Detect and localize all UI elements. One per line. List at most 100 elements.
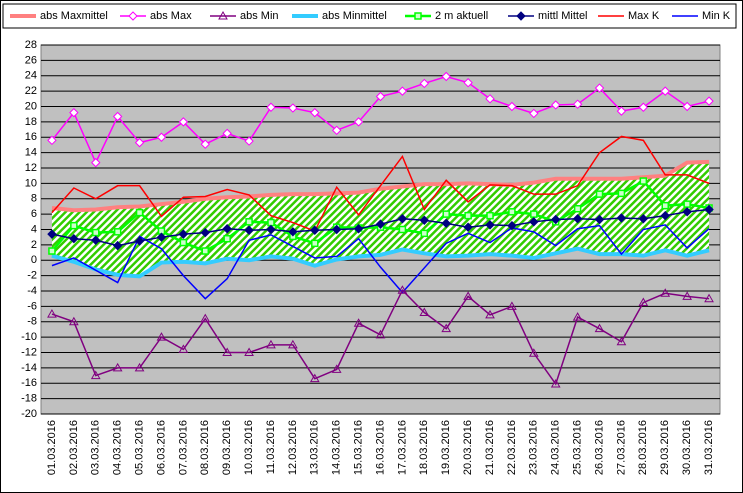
marker [311, 239, 319, 248]
marker [135, 208, 144, 217]
marker [397, 214, 408, 224]
marker [397, 86, 408, 96]
x-tick-label: 31.03.2016 [703, 420, 715, 475]
marker [200, 227, 210, 238]
marker [69, 234, 79, 244]
y-tick-label: 20 [25, 100, 37, 112]
marker [638, 297, 649, 307]
marker [704, 204, 714, 215]
y-tick-label: 28 [25, 39, 37, 51]
marker [572, 99, 583, 109]
marker [353, 224, 364, 234]
marker [660, 288, 671, 297]
marker [617, 189, 626, 198]
marker [464, 211, 472, 220]
marker [551, 100, 561, 110]
y-tick-label: 26 [25, 54, 37, 66]
legend-label: Max K [628, 10, 660, 22]
legend-label: abs Max [150, 10, 192, 22]
marker [288, 227, 298, 237]
marker [616, 336, 627, 346]
marker [507, 301, 517, 310]
y-tick-label: 0 [31, 254, 37, 266]
legend-label: 2 m aktuell [435, 10, 488, 22]
x-tick-label: 25.03.2016 [572, 420, 584, 475]
marker [507, 101, 517, 112]
marker [397, 285, 408, 294]
y-tick-label: -16 [21, 377, 37, 389]
y-tick-label: 16 [25, 131, 37, 143]
y-tick-label: -6 [27, 300, 37, 312]
marker [244, 347, 254, 356]
marker [508, 208, 516, 216]
y-tick-label: -10 [21, 331, 37, 343]
y-tick-label: -2 [27, 270, 37, 282]
marker [704, 96, 714, 106]
marker [442, 210, 450, 218]
marker [419, 307, 430, 317]
marker [222, 347, 233, 356]
x-tick-label: 26.03.2016 [593, 420, 605, 475]
marker [441, 323, 452, 333]
marker [134, 236, 145, 246]
marker [70, 221, 78, 230]
marker [419, 215, 430, 225]
marker [112, 240, 123, 251]
marker [244, 136, 254, 146]
x-tick-label: 11.03.2016 [265, 420, 277, 474]
x-tick-label: 07.03.2016 [177, 420, 189, 475]
marker [398, 225, 407, 234]
marker [485, 309, 495, 319]
marker [222, 224, 232, 234]
marker [616, 106, 627, 116]
marker [639, 177, 648, 185]
legend-label: abs Min [240, 10, 279, 22]
x-tick-label: 12.03.2016 [287, 420, 299, 475]
marker [178, 344, 189, 353]
marker [69, 107, 79, 118]
marker [112, 362, 123, 372]
x-tick-label: 09.03.2016 [221, 420, 233, 475]
marker [414, 12, 422, 20]
marker [134, 137, 145, 148]
marker [485, 220, 495, 230]
x-tick-label: 03.03.2016 [90, 420, 102, 475]
marker [48, 247, 56, 255]
x-tick-label: 27.03.2016 [615, 420, 627, 475]
marker [178, 117, 189, 127]
y-tick-label: -4 [27, 285, 37, 297]
legend-label: Min K [702, 10, 731, 22]
x-tick-label: 16.03.2016 [374, 420, 386, 475]
marker [245, 218, 253, 226]
marker [441, 218, 451, 229]
marker [463, 291, 473, 300]
x-tick-label: 18.03.2016 [418, 420, 430, 475]
marker [244, 225, 254, 235]
y-tick-label: -18 [21, 393, 37, 405]
x-tick-label: 29.03.2016 [659, 420, 671, 475]
marker [704, 293, 714, 303]
marker [222, 128, 232, 139]
x-tick-label: 06.03.2016 [155, 420, 167, 475]
marker [266, 102, 276, 112]
x-tick-label: 28.03.2016 [637, 420, 649, 475]
y-tick-label: 12 [25, 162, 37, 174]
marker [309, 373, 320, 383]
marker [353, 318, 364, 327]
x-tick-label: 01.03.2016 [46, 420, 58, 475]
marker [529, 217, 539, 227]
legend-label: abs Minmittel [322, 10, 387, 22]
marker [267, 218, 275, 227]
x-tick-label: 05.03.2016 [133, 420, 145, 475]
marker [638, 102, 649, 112]
marker [572, 312, 583, 321]
marker [331, 224, 342, 235]
marker [660, 86, 670, 96]
marker [200, 313, 211, 323]
marker [288, 103, 298, 113]
marker [420, 229, 429, 238]
marker [310, 107, 320, 118]
x-tick-label: 15.03.2016 [353, 420, 365, 475]
marker [638, 214, 649, 224]
